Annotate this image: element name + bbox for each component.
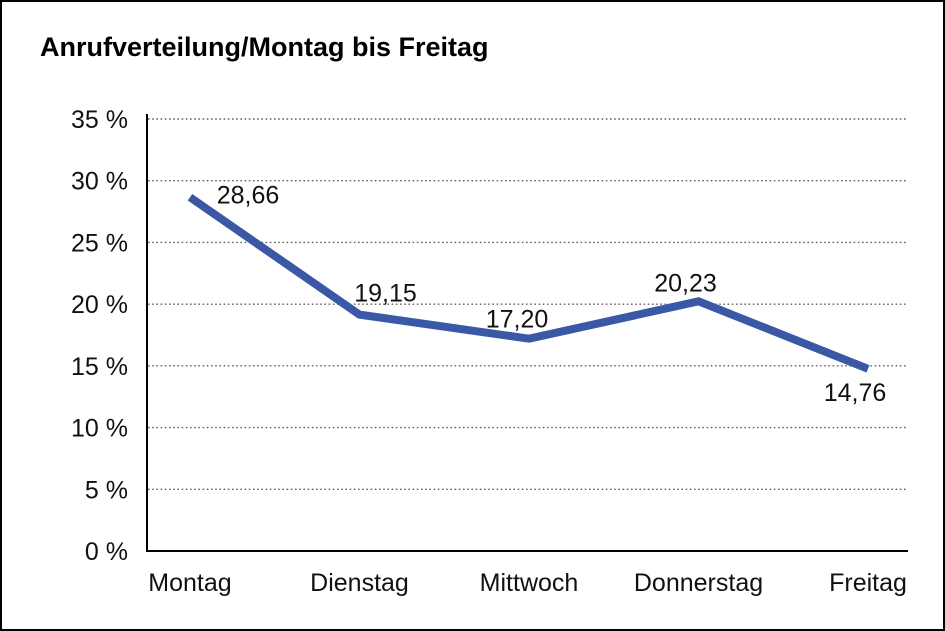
y-tick-label: 25 % xyxy=(71,229,128,257)
data-point-label: 14,76 xyxy=(824,379,887,407)
y-tick-label: 10 % xyxy=(71,415,128,443)
x-axis-label: Mittwoch xyxy=(480,569,579,597)
data-point-label: 19,15 xyxy=(354,280,417,308)
x-axis-label: Montag xyxy=(148,569,231,597)
y-tick-label: 15 % xyxy=(71,353,128,381)
x-axis-label: Dienstag xyxy=(310,569,409,597)
y-tick-label: 5 % xyxy=(85,476,128,504)
chart-title: Anrufverteilung/Montag bis Freitag xyxy=(40,32,489,62)
data-point-label: 28,66 xyxy=(217,181,280,209)
y-tick-label: 0 % xyxy=(85,538,128,566)
x-axis-label: Freitag xyxy=(829,569,907,597)
y-tick-label: 30 % xyxy=(71,168,128,196)
y-tick-label: 20 % xyxy=(71,291,128,319)
data-point-label: 17,20 xyxy=(486,306,549,334)
data-series-line xyxy=(187,193,870,373)
x-axis-label: Donnerstag xyxy=(634,569,763,597)
data-point-label: 20,23 xyxy=(654,269,717,297)
y-tick-label: 35 % xyxy=(71,106,128,134)
